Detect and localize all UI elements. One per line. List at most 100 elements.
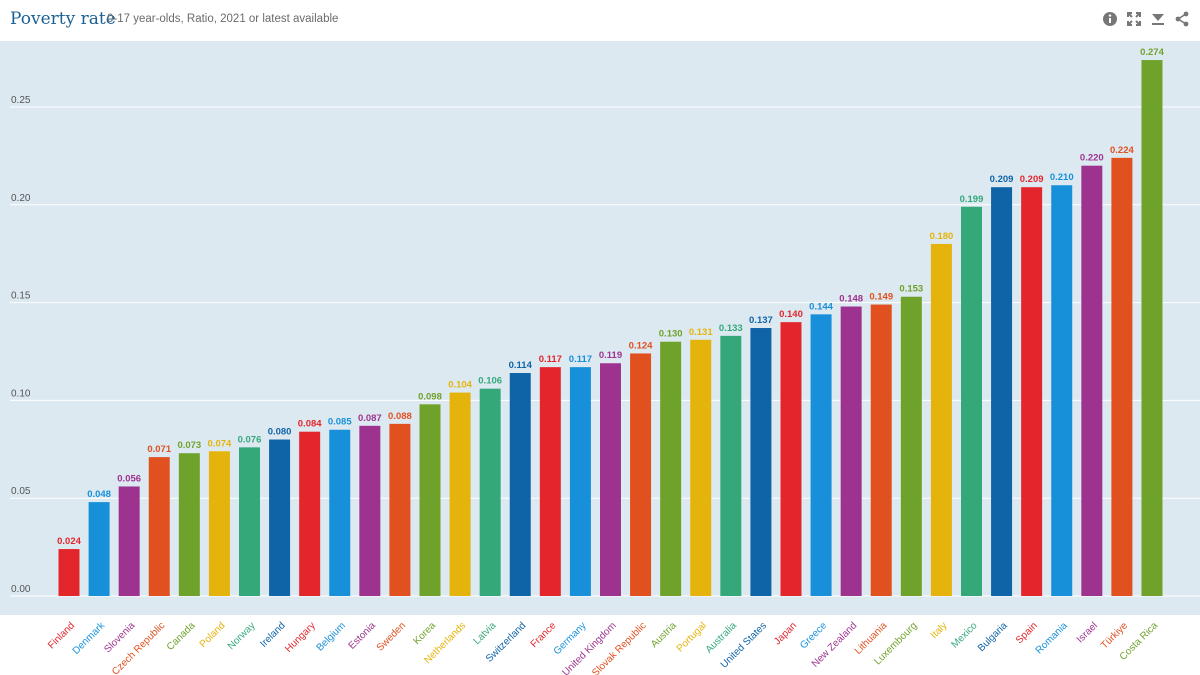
data-label: 0.104 xyxy=(448,380,472,391)
data-label: 0.153 xyxy=(899,284,923,295)
info-icon[interactable] xyxy=(1102,11,1118,27)
bar xyxy=(118,486,140,596)
bar xyxy=(58,549,80,596)
data-label: 0.133 xyxy=(719,323,743,334)
bar xyxy=(1081,165,1103,596)
data-label: 0.048 xyxy=(87,489,111,500)
data-label: 0.180 xyxy=(930,231,954,242)
data-label: 0.131 xyxy=(689,327,713,338)
data-label: 0.106 xyxy=(478,376,502,387)
data-label: 0.088 xyxy=(388,411,412,422)
x-tick-label: Poland xyxy=(198,620,228,650)
data-label: 0.137 xyxy=(749,315,773,326)
x-tick-label: Sweden xyxy=(375,620,408,653)
x-tick-label: Romania xyxy=(1034,620,1070,656)
y-tick-label: 0.15 xyxy=(11,291,31,302)
bar xyxy=(720,335,742,596)
data-label: 0.117 xyxy=(539,354,562,365)
data-label: 0.144 xyxy=(809,301,833,312)
y-tick-label: 0.20 xyxy=(11,193,31,204)
x-tick-label: Korea xyxy=(411,620,438,647)
bar xyxy=(269,439,291,596)
data-label: 0.056 xyxy=(117,473,141,484)
toolbar xyxy=(1102,11,1190,27)
data-label: 0.209 xyxy=(990,174,1014,185)
bar xyxy=(870,304,892,596)
data-label: 0.087 xyxy=(358,413,382,424)
data-label: 0.140 xyxy=(779,309,803,320)
bar xyxy=(509,373,531,596)
x-tick-label: Italy xyxy=(929,620,950,641)
bar xyxy=(630,353,652,596)
bar xyxy=(238,447,260,596)
page-subtitle: 0-17 year-olds, Ratio, 2021 or latest av… xyxy=(107,13,339,25)
bar-chart: 0.000.050.100.150.200.250.024Finland0.04… xyxy=(0,41,1200,675)
data-label: 0.080 xyxy=(268,427,292,438)
expand-icon[interactable] xyxy=(1126,11,1142,27)
data-label: 0.074 xyxy=(208,438,232,449)
bar xyxy=(900,296,922,596)
x-tick-label: Belgium xyxy=(315,620,348,653)
x-tick-label: Denmark xyxy=(71,620,108,657)
x-tick-label: Latvia xyxy=(472,620,499,647)
bar xyxy=(389,423,411,596)
download-icon[interactable] xyxy=(1150,11,1166,27)
bar xyxy=(569,367,591,596)
bar xyxy=(419,404,441,596)
bar xyxy=(1051,185,1073,597)
data-label: 0.084 xyxy=(298,419,322,430)
x-tick-label: Japan xyxy=(772,620,799,647)
data-label: 0.117 xyxy=(569,354,592,365)
bar xyxy=(780,322,802,596)
y-tick-label: 0.25 xyxy=(11,95,31,106)
x-tick-label: Ireland xyxy=(258,620,287,649)
y-tick-label: 0.00 xyxy=(11,584,31,595)
x-tick-label: Norway xyxy=(226,620,258,652)
x-tick-label: Estonia xyxy=(347,620,379,652)
y-tick-label: 0.10 xyxy=(11,388,31,399)
x-tick-label: Canada xyxy=(165,620,198,653)
data-label: 0.148 xyxy=(839,294,863,305)
bar xyxy=(840,306,862,596)
bar xyxy=(299,431,321,596)
bar xyxy=(930,243,952,597)
data-label: 0.076 xyxy=(238,434,262,445)
bar xyxy=(810,314,832,596)
data-label: 0.220 xyxy=(1080,153,1104,164)
bar xyxy=(178,453,200,596)
data-label: 0.210 xyxy=(1050,172,1074,183)
data-label: 0.124 xyxy=(629,340,653,351)
x-tick-label: Hungary xyxy=(283,620,318,655)
data-label: 0.274 xyxy=(1140,47,1164,58)
chart-header: Poverty rate 0-17 year-olds, Ratio, 2021… xyxy=(0,0,1200,40)
bar xyxy=(1111,157,1133,596)
data-label: 0.209 xyxy=(1020,174,1044,185)
x-tick-label: Israel xyxy=(1075,620,1100,645)
bar xyxy=(208,451,230,596)
data-label: 0.114 xyxy=(509,360,533,371)
data-label: 0.024 xyxy=(57,536,81,547)
x-tick-label: Bulgaria xyxy=(976,620,1010,654)
bar xyxy=(1141,60,1163,596)
bar xyxy=(449,392,471,596)
data-label: 0.085 xyxy=(328,417,352,428)
share-icon[interactable] xyxy=(1174,11,1190,27)
bar xyxy=(539,367,561,596)
bar xyxy=(960,206,982,597)
x-tick-label: Spain xyxy=(1014,620,1040,646)
data-label: 0.098 xyxy=(418,391,442,402)
bar xyxy=(991,187,1013,597)
data-label: 0.149 xyxy=(869,292,893,303)
x-tick-label: Portugal xyxy=(675,620,709,654)
bar xyxy=(88,502,110,596)
y-tick-label: 0.05 xyxy=(11,486,31,497)
data-label: 0.130 xyxy=(659,329,683,340)
data-label: 0.199 xyxy=(960,194,984,205)
bar xyxy=(660,341,682,596)
bar xyxy=(148,457,170,596)
bar xyxy=(750,328,772,596)
bar xyxy=(359,425,381,596)
x-tick-label: Czech Republic xyxy=(110,620,167,675)
bar xyxy=(690,339,712,596)
data-label: 0.119 xyxy=(599,350,622,361)
